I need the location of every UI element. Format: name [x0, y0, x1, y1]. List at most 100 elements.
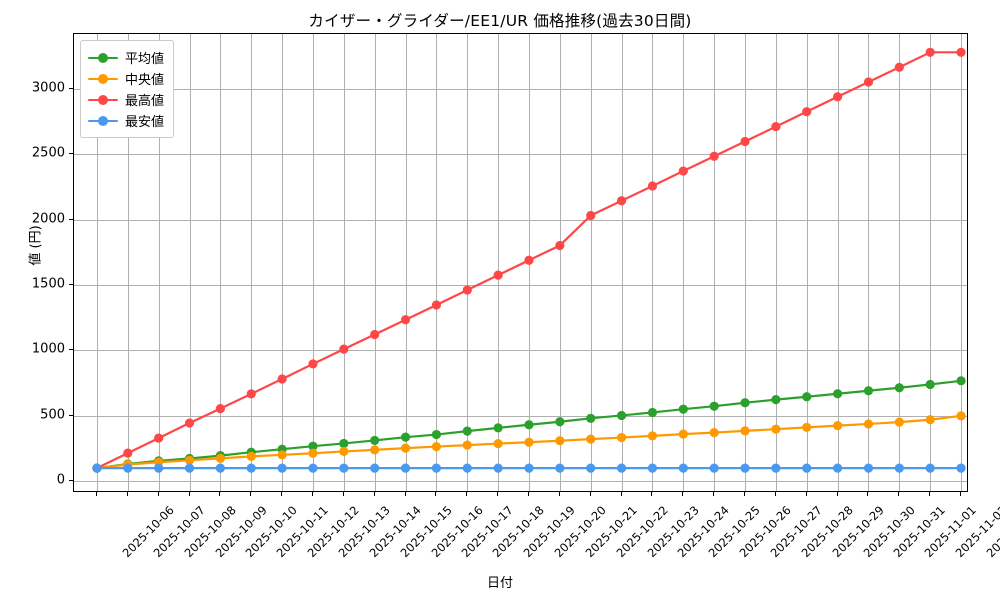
data-point-marker — [308, 359, 318, 369]
data-point-marker — [647, 181, 658, 191]
data-point-marker — [771, 424, 781, 434]
gridline-vertical — [714, 34, 716, 491]
data-point-marker — [956, 463, 966, 473]
data-point-marker — [833, 92, 843, 102]
data-point-marker — [92, 463, 102, 473]
gridline-vertical — [621, 34, 623, 491]
legend-item-最高値[interactable]: 最高値 — [88, 89, 164, 110]
data-point-marker — [802, 422, 812, 432]
x-tick-mark — [960, 492, 962, 496]
data-point-marker — [370, 445, 380, 455]
gridline-vertical — [590, 34, 592, 491]
data-point-marker — [215, 404, 225, 414]
x-tick-mark — [95, 492, 97, 496]
data-point-marker — [709, 463, 719, 473]
chart-legend: 平均値 中央値 最高値 最安値 — [80, 40, 175, 138]
chart-title: カイザー・グライダー/EE1/UR 価格推移(過去30日間) — [308, 12, 692, 30]
data-point-marker — [154, 433, 164, 443]
data-point-marker — [555, 463, 565, 473]
gridline-vertical — [436, 34, 438, 491]
data-point-marker — [647, 463, 658, 473]
gridline-vertical — [251, 34, 253, 491]
y-tick-label: 500 — [40, 407, 65, 423]
y-tick-mark — [69, 349, 73, 351]
y-tick-label: 1000 — [31, 341, 65, 357]
data-point-marker — [616, 196, 627, 206]
data-point-marker — [709, 427, 719, 438]
data-point-marker — [863, 419, 874, 429]
data-point-marker — [184, 455, 195, 465]
data-point-marker — [246, 451, 256, 461]
gridline-horizontal — [74, 285, 967, 287]
x-tick-mark — [219, 492, 221, 496]
data-point-marker — [215, 453, 225, 463]
data-point-marker — [802, 392, 812, 402]
gridline-vertical — [498, 34, 500, 491]
legend-swatch-icon — [88, 93, 118, 107]
data-point-marker — [678, 166, 688, 176]
y-tick-label: 0 — [56, 472, 65, 488]
gridline-vertical — [652, 34, 654, 491]
legend-item-中央値[interactable]: 中央値 — [88, 68, 164, 89]
gridline-horizontal — [74, 88, 967, 90]
x-tick-mark — [898, 492, 900, 496]
data-point-marker — [586, 210, 596, 221]
gridline-vertical — [220, 34, 222, 491]
data-point-marker — [709, 151, 719, 161]
legend-item-平均値[interactable]: 平均値 — [88, 47, 164, 68]
x-tick-mark — [250, 492, 252, 496]
gridline-vertical — [930, 34, 932, 491]
data-point-marker — [400, 463, 411, 473]
x-tick-mark — [497, 492, 499, 496]
data-point-marker — [431, 429, 442, 440]
x-tick-mark — [157, 492, 159, 496]
data-point-marker — [339, 344, 349, 354]
x-tick-mark — [373, 492, 375, 496]
gridline-vertical — [775, 34, 777, 491]
data-point-marker — [462, 426, 472, 436]
y-tick-mark — [69, 218, 73, 220]
gridline-vertical — [961, 34, 963, 491]
y-tick-label: 1500 — [31, 276, 65, 292]
data-point-marker — [555, 436, 565, 446]
data-point-marker — [308, 441, 318, 451]
data-point-marker — [431, 463, 442, 473]
y-tick-label: 3000 — [31, 80, 65, 96]
series-lines — [92, 47, 966, 473]
gridline-vertical — [837, 34, 839, 491]
data-point-marker — [246, 389, 256, 399]
y-tick-mark — [69, 87, 73, 89]
legend-swatch-icon — [88, 72, 118, 86]
data-point-marker — [925, 379, 935, 390]
gridline-vertical — [683, 34, 685, 491]
y-tick-mark — [69, 153, 73, 155]
data-point-marker — [678, 429, 688, 439]
x-tick-mark — [404, 492, 406, 496]
data-point-marker — [308, 463, 318, 473]
data-point-marker — [123, 448, 133, 458]
y-tick-mark — [69, 480, 73, 482]
data-point-marker — [771, 121, 781, 132]
gridline-horizontal — [74, 350, 967, 352]
data-point-marker — [184, 463, 195, 473]
x-tick-mark — [929, 492, 931, 496]
data-point-marker — [802, 463, 812, 473]
data-point-marker — [647, 407, 658, 418]
x-tick-mark — [682, 492, 684, 496]
x-tick-mark — [867, 492, 869, 496]
data-point-marker — [462, 463, 472, 473]
x-tick-mark — [805, 492, 807, 496]
gridline-vertical — [405, 34, 407, 491]
data-point-marker — [894, 417, 904, 427]
legend-item-最安値[interactable]: 最安値 — [88, 110, 164, 131]
data-point-marker — [524, 420, 534, 430]
data-point-marker — [925, 47, 935, 57]
data-point-marker — [339, 463, 349, 473]
x-tick-mark — [281, 492, 283, 496]
legend-swatch-icon — [88, 51, 118, 65]
gridline-horizontal — [74, 481, 967, 483]
legend-item-label: 平均値 — [125, 52, 165, 67]
data-point-marker — [370, 329, 380, 340]
data-point-marker — [277, 463, 287, 473]
